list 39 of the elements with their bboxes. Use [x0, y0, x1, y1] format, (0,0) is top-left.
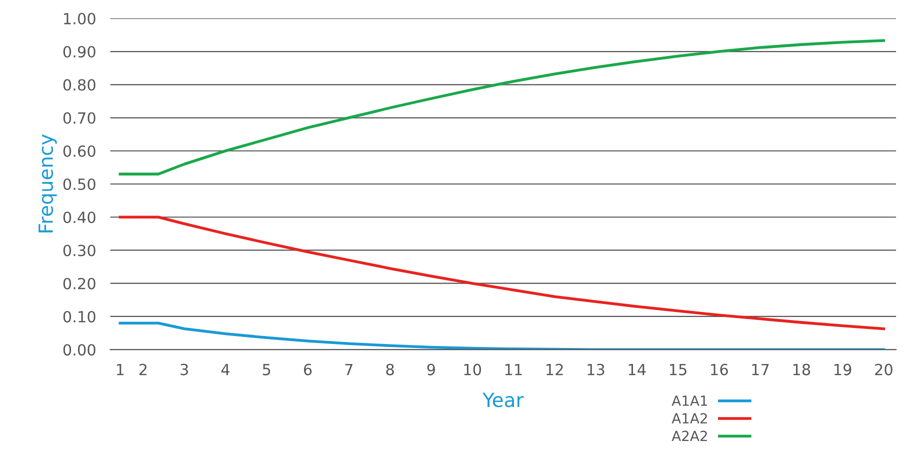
- y-tick-label: 1.00: [64, 12, 96, 24]
- line-series: [118, 216, 886, 330]
- y-tick-label: 0.70: [63, 112, 96, 124]
- y-tick-label: 0.10: [63, 310, 96, 322]
- x-tick-label: 5: [262, 364, 270, 376]
- x-tick-label: 11: [505, 364, 522, 376]
- x-tick-label: 20: [875, 364, 892, 376]
- x-tick-label: 10: [464, 364, 482, 376]
- y-tick-label: 0.00: [63, 344, 96, 356]
- y-tick-label: 0.40: [63, 212, 96, 224]
- y-tick-label: 0.80: [63, 79, 96, 91]
- line-series: [118, 322, 886, 350]
- x-tick-label: 9: [427, 364, 435, 376]
- x-tick-label: 3: [180, 364, 188, 376]
- x-tick-label: 15: [670, 364, 686, 376]
- x-tick-label: 18: [793, 364, 810, 376]
- x-tick-label: 2: [139, 364, 147, 376]
- x-tick-label: 14: [628, 364, 646, 376]
- x-tick-label: 17: [752, 364, 769, 376]
- x-tick-label: 1: [116, 364, 124, 376]
- x-tick-label: 16: [711, 364, 728, 376]
- y-tick-label: 0.20: [63, 278, 96, 290]
- y-tick-label: 0.90: [63, 46, 96, 58]
- x-tick-label: 19: [834, 364, 852, 376]
- x-tick-label: 4: [221, 364, 230, 376]
- y-tick-label: 0.50: [63, 178, 96, 190]
- y-axis-title: Frequency: [38, 134, 57, 232]
- legend-label: A2A2: [672, 430, 707, 441]
- x-tick-label: 12: [546, 364, 563, 376]
- line-series: [118, 39, 886, 176]
- x-tick-label: 6: [304, 364, 312, 376]
- x-tick-label: 13: [588, 364, 604, 376]
- x-tick-label: 8: [386, 364, 394, 376]
- legend-label: A1A1: [672, 396, 707, 406]
- legend-label: A1A2: [672, 413, 707, 424]
- y-tick-label: 0.60: [63, 145, 96, 157]
- y-tick-label: 0.30: [63, 244, 96, 256]
- x-axis-title: Year: [482, 392, 524, 408]
- x-tick-label: 7: [345, 364, 352, 376]
